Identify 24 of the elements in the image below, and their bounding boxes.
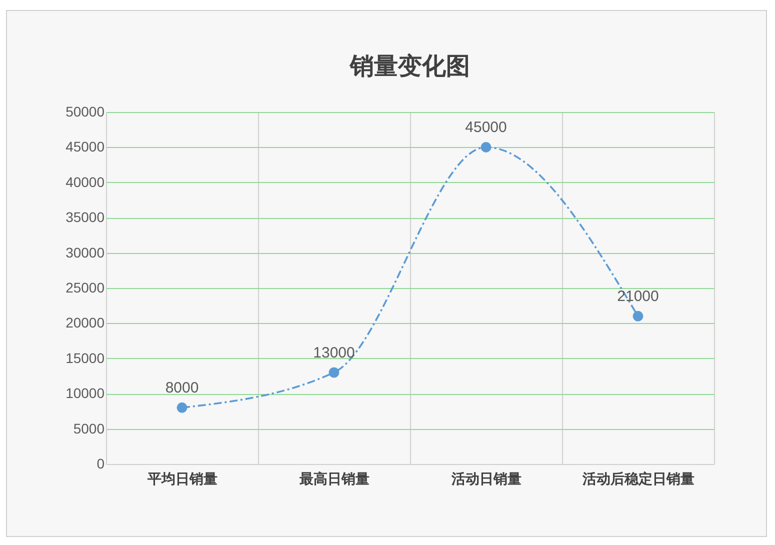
y-tick-label: 45000 bbox=[66, 138, 105, 155]
y-tick-label: 35000 bbox=[66, 209, 105, 226]
data-label: 13000 bbox=[313, 344, 355, 362]
y-tick-label: 25000 bbox=[66, 280, 105, 296]
y-tick-label: 30000 bbox=[66, 244, 105, 260]
x-tick-label: 最高日销量 bbox=[298, 470, 370, 486]
point bbox=[480, 142, 492, 152]
chart-title: 销量变化图 bbox=[349, 53, 470, 80]
point bbox=[176, 402, 188, 413]
y-tick-label: 50000 bbox=[66, 104, 105, 120]
y-tick-label: 0 bbox=[96, 456, 105, 472]
x-tick-label: 平均日销量 bbox=[146, 470, 218, 486]
x-tick-label: 活动后稳定日销量 bbox=[582, 470, 694, 486]
y-tick-label: 20000 bbox=[66, 314, 105, 331]
data-label: 21000 bbox=[617, 288, 659, 306]
point bbox=[632, 310, 644, 322]
y-tick-label: 15000 bbox=[66, 350, 105, 366]
y-tick-label: 5000 bbox=[73, 420, 105, 436]
y-tick-label: 40000 bbox=[66, 174, 105, 190]
data-label: 8000 bbox=[165, 380, 199, 397]
data-label: 45000 bbox=[465, 119, 507, 136]
x-tick-label: 活动日销量 bbox=[450, 470, 522, 486]
point bbox=[328, 367, 340, 378]
y-tick-label: 10000 bbox=[66, 385, 105, 402]
